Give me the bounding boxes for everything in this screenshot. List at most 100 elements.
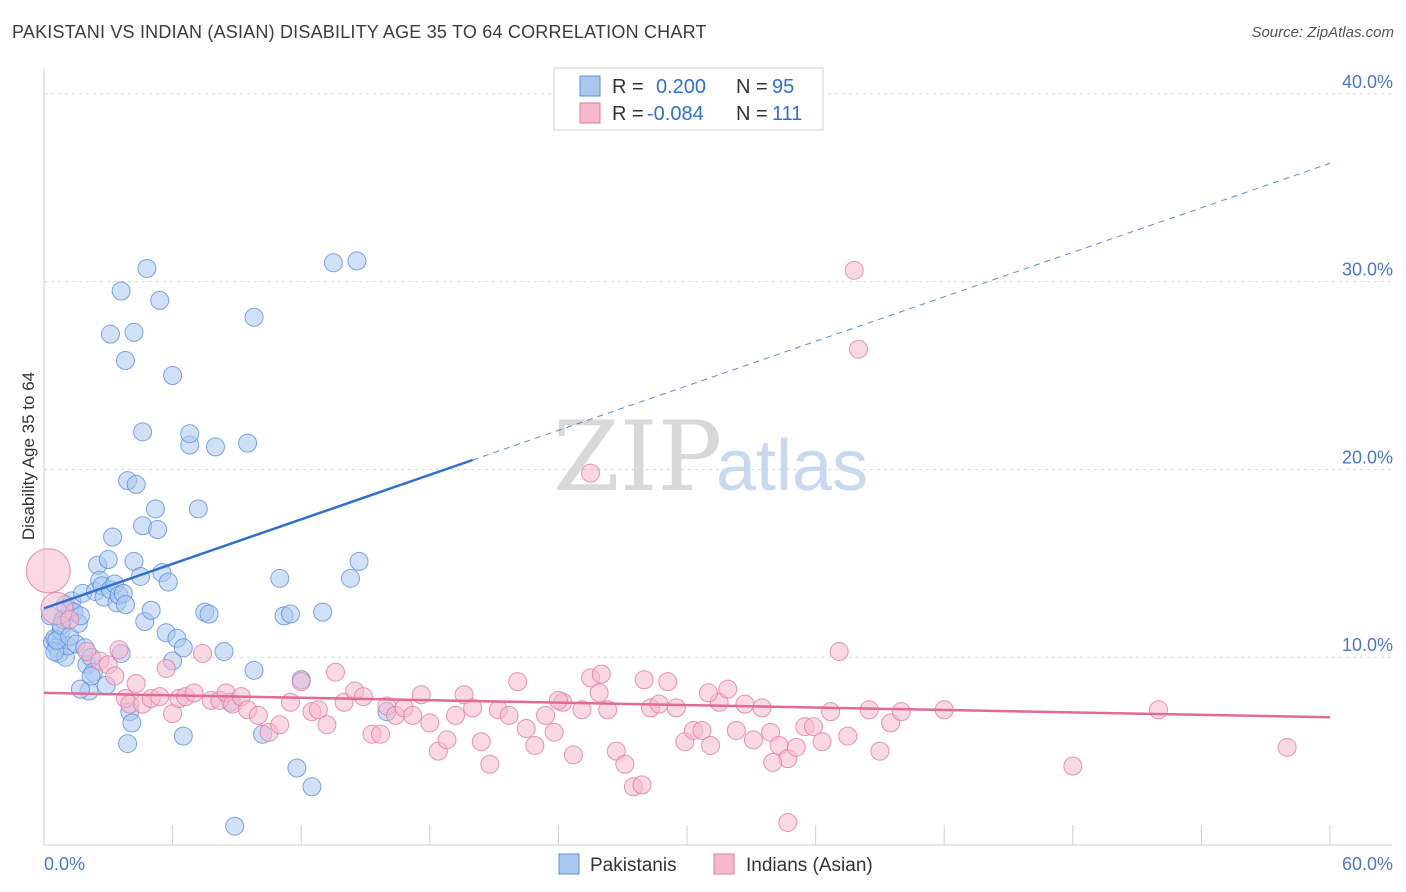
trend-line-pakistanis-extended xyxy=(472,162,1331,461)
point-indians xyxy=(109,640,129,660)
point-indians xyxy=(572,700,592,720)
point-indians xyxy=(1063,756,1083,776)
point-pakistanis xyxy=(126,474,146,494)
point-indians xyxy=(280,692,300,712)
legend-n-value-1: 95 xyxy=(772,76,794,98)
series-legend: Pakistanis Indians (Asian) xyxy=(558,853,873,876)
point-pakistanis xyxy=(145,499,165,519)
point-pakistanis xyxy=(244,660,264,680)
point-indians xyxy=(632,775,652,795)
tick-labels: 10.0% 20.0% 30.0% 40.0% 0.0% 60.0% xyxy=(44,72,1393,874)
point-indians xyxy=(308,700,328,720)
point-pakistanis xyxy=(173,726,193,746)
point-indians xyxy=(126,673,146,693)
point-indians xyxy=(156,658,176,678)
point-pakistanis xyxy=(205,437,225,457)
point-pakistanis xyxy=(225,816,245,836)
point-pakistanis xyxy=(137,258,157,278)
point-indians xyxy=(446,705,466,725)
point-indians xyxy=(437,730,457,750)
point-pakistanis xyxy=(111,281,131,301)
watermark-atlas: atlas xyxy=(716,426,868,506)
legend-r-label-2: R = xyxy=(612,103,644,125)
point-pakistanis xyxy=(214,642,234,662)
point-pakistanis xyxy=(115,350,135,370)
legend-n-label-2: N = xyxy=(736,103,768,125)
series-label-indians: Indians (Asian) xyxy=(746,855,873,876)
point-indians xyxy=(270,715,290,735)
point-indians xyxy=(735,694,755,714)
point-pakistanis xyxy=(100,324,120,344)
point-indians xyxy=(317,715,337,735)
point-pakistanis xyxy=(81,666,101,686)
point-pakistanis xyxy=(133,422,153,442)
point-indians xyxy=(581,463,601,483)
point-indians xyxy=(786,737,806,757)
point-pakistanis xyxy=(141,600,161,620)
point-pakistanis xyxy=(158,572,178,592)
point-indians xyxy=(778,812,798,832)
point-indians xyxy=(105,666,125,686)
point-indians xyxy=(291,672,311,692)
point-pakistanis xyxy=(347,251,367,271)
data-points xyxy=(25,251,1297,836)
point-indians xyxy=(403,705,423,725)
point-indians xyxy=(589,683,609,703)
point-indians xyxy=(77,642,97,662)
point-pakistanis xyxy=(150,290,170,310)
point-indians xyxy=(544,722,564,742)
point-indians xyxy=(598,700,618,720)
point-indians xyxy=(726,720,746,740)
trend-line-pakistanis xyxy=(43,458,474,610)
point-indians xyxy=(499,705,519,725)
chart-title: PAKISTANI VS INDIAN (ASIAN) DISABILITY A… xyxy=(12,22,707,42)
point-indians xyxy=(803,717,823,737)
point-indians xyxy=(525,735,545,755)
point-indians xyxy=(812,732,832,752)
legend-r-value-2: -0.084 xyxy=(647,103,704,125)
grid-lines xyxy=(44,93,1392,658)
point-pakistanis xyxy=(313,602,333,622)
point-indians xyxy=(508,672,528,692)
trend-line-indians xyxy=(43,691,1331,719)
point-indians xyxy=(698,683,718,703)
point-pakistanis xyxy=(122,713,142,733)
point-indians xyxy=(184,683,204,703)
point-pakistanis xyxy=(124,322,144,342)
point-pakistanis xyxy=(173,638,193,658)
point-pakistanis xyxy=(199,604,219,624)
watermark: ZIP atlas xyxy=(553,401,868,513)
y-tick-label: 10.0% xyxy=(1342,635,1393,655)
point-indians xyxy=(752,698,772,718)
x-tick-label-min: 0.0% xyxy=(44,854,85,874)
trend-lines xyxy=(43,162,1331,719)
point-indians xyxy=(763,752,783,772)
point-indians xyxy=(615,754,635,774)
point-indians xyxy=(516,719,536,739)
y-axis-label: Disability Age 35 to 64 xyxy=(19,372,38,540)
point-indians xyxy=(480,754,500,774)
point-indians xyxy=(606,741,626,761)
point-pakistanis xyxy=(163,365,183,385)
point-indians xyxy=(1277,737,1297,757)
point-indians xyxy=(463,698,483,718)
y-tick-label: 40.0% xyxy=(1342,72,1393,92)
point-indians xyxy=(870,741,890,761)
point-indians xyxy=(891,702,911,722)
point-indians xyxy=(666,698,686,718)
point-indians xyxy=(634,670,654,690)
legend-swatch-indians xyxy=(579,102,601,124)
point-indians xyxy=(563,745,583,765)
point-pakistanis xyxy=(130,566,150,586)
point-indians xyxy=(193,643,213,663)
point-indians xyxy=(60,610,80,630)
point-pakistanis xyxy=(302,777,322,797)
point-indians xyxy=(844,260,864,280)
point-pakistanis xyxy=(340,568,360,588)
point-indians xyxy=(743,730,763,750)
legend-n-label-1: N = xyxy=(736,76,768,98)
axes xyxy=(43,68,1392,846)
point-pakistanis xyxy=(103,527,123,547)
point-pakistanis xyxy=(188,499,208,519)
